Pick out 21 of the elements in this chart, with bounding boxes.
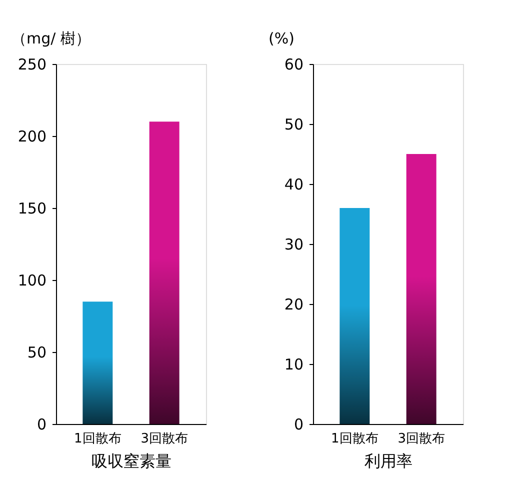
y-tick-label: 50 <box>27 344 46 362</box>
x-tick-label: 1回散布 <box>74 432 122 446</box>
y-tick-label: 60 <box>284 56 304 74</box>
x-tick-label: 3回散布 <box>398 432 445 446</box>
y-tick-label: 50 <box>284 116 304 134</box>
y-tick-label: 30 <box>284 236 304 254</box>
y-axis-title: （mg/ 樹） <box>12 30 90 48</box>
x-tick-label: 1回散布 <box>331 432 378 446</box>
y-axis-title: (%) <box>268 30 294 48</box>
y-tick-label: 0 <box>36 416 46 434</box>
y-tick-label: 40 <box>284 176 304 194</box>
x-axis-title: 吸収窒素量 <box>92 452 172 470</box>
y-tick-label: 200 <box>18 128 46 146</box>
y-tick-label: 20 <box>284 296 304 314</box>
y-tick-label: 250 <box>18 56 46 74</box>
y-tick-label: 150 <box>18 200 46 218</box>
y-tick-label: 0 <box>294 416 304 434</box>
x-tick-label: 3回散布 <box>140 432 188 446</box>
y-tick-label: 10 <box>284 356 304 374</box>
y-tick-label: 100 <box>18 272 46 290</box>
x-axis-title: 利用率 <box>364 452 412 470</box>
